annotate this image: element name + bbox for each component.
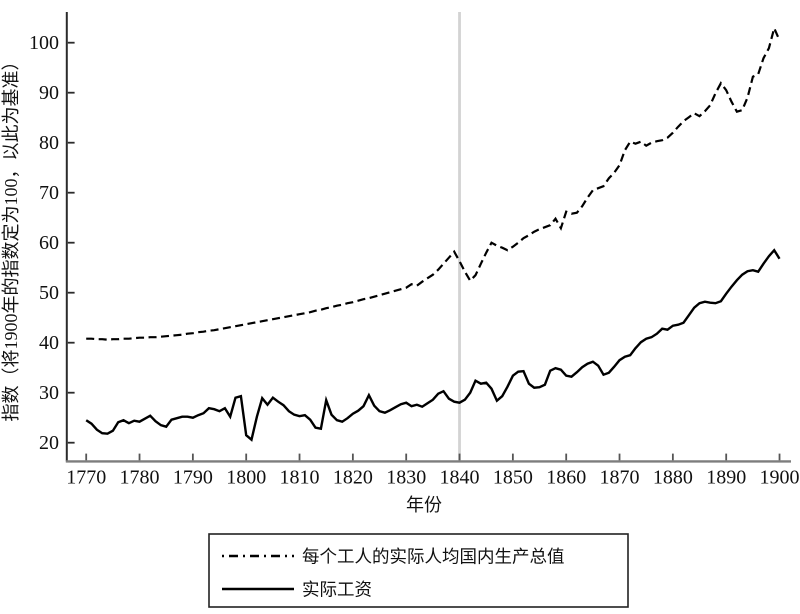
x-tick-label: 1820 [333,467,373,489]
gdp-per-worker-line [86,24,781,341]
y-tick-label: 100 [29,32,59,54]
x-tick-label: 1800 [226,467,266,489]
x-tick-label: 1860 [546,467,586,489]
y-tick-label: 70 [39,182,59,204]
legend-wage-label: 实际工资 [302,580,372,600]
x-axis-title: 年份 [406,495,442,515]
data-series [85,24,781,442]
x-tick-label: 1830 [386,467,426,489]
legend-border [208,533,629,608]
x-tick-label: 1770 [66,467,106,489]
y-tick-label: 20 [39,432,59,454]
legend-gdp-label: 每个工人的实际人均国内生产总值 [302,547,565,567]
axis-ticks: 1770 1780 1790 1800 1810 1820 1830 1840 1850 1860… [29,32,800,488]
x-tick-label: 1890 [706,467,746,489]
x-tick-label: 1790 [173,467,213,489]
x-tick-label: 1870 [600,467,640,489]
x-tick-label: 1850 [493,467,533,489]
legend: 每个工人的实际人均国内生产总值 实际工资 [208,533,629,608]
y-tick-label: 80 [39,132,59,154]
y-tick-label: 60 [39,232,59,254]
x-tick-label: 1810 [280,467,320,489]
y-tick-label: 40 [39,332,59,354]
y-axis-title: 指数（将1900年的指数定为100，以此为基准） [1,53,21,422]
x-tick-label: 1880 [653,467,693,489]
y-tick-label: 30 [39,382,59,404]
plot-area: 1770 1780 1790 1800 1810 1820 1830 1840 1850 1860… [29,12,800,489]
x-tick-label: 1840 [440,467,480,489]
y-tick-label: 50 [39,282,59,304]
real-wage-line [85,248,781,442]
x-tick-label: 1780 [120,467,160,489]
y-tick-label: 90 [39,82,59,104]
x-tick-label: 1900 [760,467,800,489]
